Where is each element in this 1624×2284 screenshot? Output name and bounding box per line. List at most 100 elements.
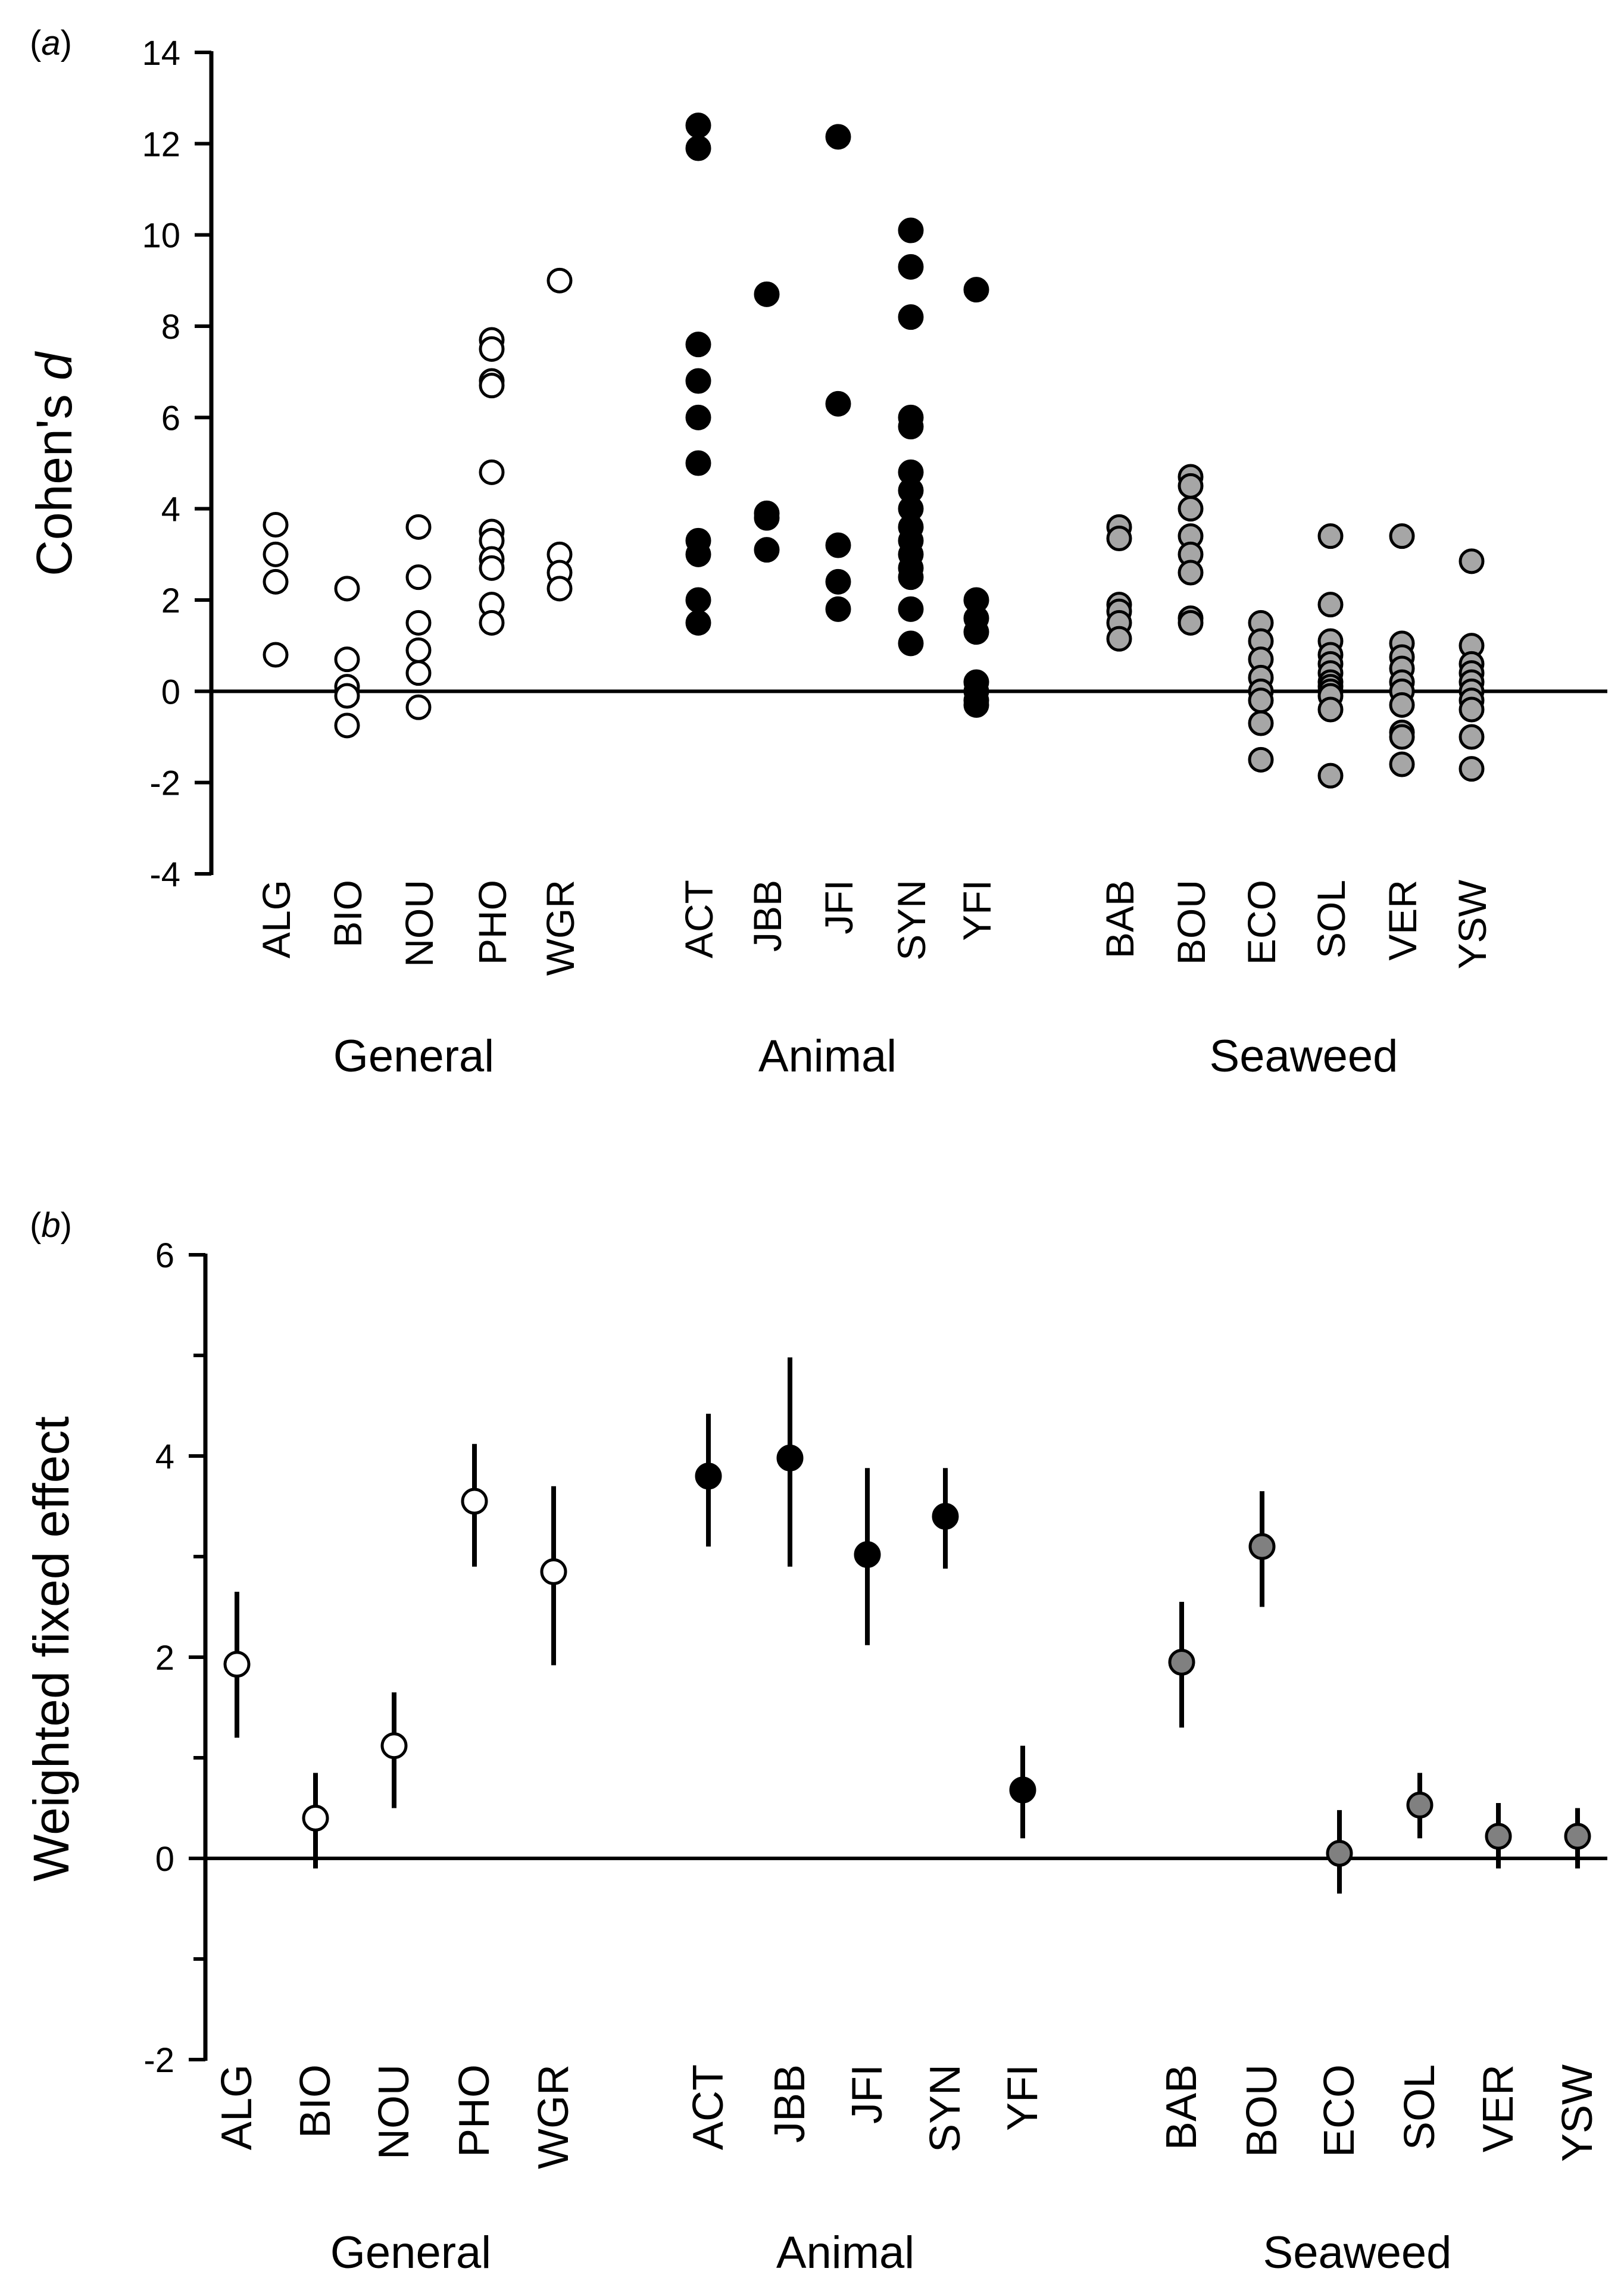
panel-a-point-jfi bbox=[825, 124, 851, 150]
panel-a-point-eco bbox=[1248, 746, 1274, 773]
panel-a-point-bio bbox=[334, 683, 360, 709]
panel-a-point-syn bbox=[898, 217, 924, 243]
panel-b-group-labels: General Animal Seaweed bbox=[330, 2227, 1452, 2278]
panel-a-point-ver bbox=[1389, 724, 1415, 750]
panel-a-point-act bbox=[685, 587, 711, 613]
panel-a-point-act bbox=[685, 368, 711, 394]
panel-b-point-jbb bbox=[776, 1444, 804, 1471]
panel-a-data-points bbox=[263, 113, 1485, 789]
panel-b-point-alg bbox=[223, 1651, 251, 1678]
panel-a-point-eco bbox=[1248, 710, 1274, 736]
panel-a-x-tick-label: JFI bbox=[817, 880, 861, 935]
panel-a-point-jbb bbox=[754, 505, 780, 531]
panel-a-point-bio bbox=[334, 646, 360, 673]
panel-a-point-act bbox=[685, 332, 711, 358]
panel-b-axes: -2 0 2 4 6 bbox=[143, 1236, 1607, 2080]
panel-a-x-tick-label: BAB bbox=[1098, 880, 1142, 958]
panel-a-point-act bbox=[685, 450, 711, 476]
panel-b-x-tick-label: PHO bbox=[451, 2064, 498, 2157]
panel-a-point-pho bbox=[479, 459, 505, 485]
panel-b-x-tick-label: ACT bbox=[685, 2064, 732, 2150]
panel-a-x-tick-label: ECO bbox=[1239, 880, 1283, 965]
panel-a-group-label: Seaweed bbox=[1210, 1031, 1398, 1082]
panel-b-x-tick-label: BAB bbox=[1158, 2064, 1205, 2150]
panel-a-y-tick-label: 0 bbox=[161, 673, 180, 711]
panel-a-point-pho bbox=[479, 373, 505, 399]
panel-a-x-tick-label: WGR bbox=[538, 880, 582, 976]
panel-b-x-tick-label: VER bbox=[1475, 2064, 1522, 2152]
panel-a-point-jbb bbox=[754, 537, 780, 563]
panel-b-point-ver bbox=[1485, 1823, 1512, 1850]
panel-a-y-tick-label: 12 bbox=[142, 125, 180, 164]
panel-a-point-bab bbox=[1106, 526, 1132, 551]
panel-b-group-label: Seaweed bbox=[1263, 2227, 1452, 2278]
panel-a-group-labels: General Animal Seaweed bbox=[333, 1031, 1398, 1082]
panel-a-point-ver bbox=[1389, 523, 1415, 549]
panel-a-point-sol bbox=[1317, 523, 1344, 549]
panel-a-y-tick-label: -2 bbox=[149, 764, 180, 803]
panel-a-y-tick-label: 10 bbox=[142, 217, 180, 255]
panel-a-point-yfi bbox=[963, 277, 989, 303]
panel-a-point-nou bbox=[405, 694, 432, 720]
panel-a-group-label: General bbox=[333, 1031, 494, 1082]
panel-a-point-bou bbox=[1178, 496, 1204, 522]
panel-b-group-label: General bbox=[330, 2227, 491, 2278]
panel-a-point-sol bbox=[1317, 763, 1344, 789]
panel-a-point-wgr bbox=[546, 576, 573, 602]
panel-b-x-tick-label: JBB bbox=[766, 2064, 814, 2143]
panel-a-y-tick-label: 6 bbox=[161, 399, 180, 438]
panel-a-axes: -4 -2 0 2 4 6 8 10 12 14 bbox=[142, 34, 1607, 894]
panel-a-point-syn bbox=[898, 630, 924, 657]
panel-a-point-act bbox=[685, 541, 711, 567]
panel-a-point-pho bbox=[479, 555, 505, 581]
panel-b-point-nou bbox=[380, 1732, 408, 1760]
panel-a-y-axis-title-italic: d bbox=[26, 351, 82, 380]
panel-a-x-tick-label: SYN bbox=[889, 880, 933, 961]
panel-a-point-ver bbox=[1389, 692, 1415, 718]
panel-a-point-nou bbox=[405, 514, 432, 540]
panel-b-x-tick-label: ALG bbox=[213, 2064, 261, 2150]
panel-a-point-pho bbox=[479, 610, 505, 636]
panel-b-x-tick-label: SOL bbox=[1396, 2064, 1444, 2150]
panel-b-x-tick-label: BIO bbox=[292, 2064, 339, 2138]
panel-b-x-tick-label: NOU bbox=[370, 2064, 418, 2160]
panel-a-x-tick-label: JBB bbox=[745, 880, 789, 952]
panel-a-y-axis-title-prefix: Cohen's bbox=[26, 380, 82, 576]
panel-b-weighted-effect-chart: (b) Weighted fixed effect -2 0 2 4 6 ALG BIO N… bbox=[23, 1206, 1607, 2278]
panel-a-x-tick-label: PHO bbox=[470, 880, 514, 965]
panel-a-point-syn bbox=[898, 564, 924, 590]
panel-a-x-tick-label: BIO bbox=[326, 880, 370, 948]
panel-a-label: (a) bbox=[30, 24, 72, 63]
panel-b-point-bou bbox=[1248, 1533, 1276, 1560]
panel-a-point-jfi bbox=[825, 532, 851, 558]
panel-a-point-bou bbox=[1178, 473, 1204, 499]
panel-b-x-tick-label: SYN bbox=[922, 2064, 969, 2152]
panel-b-y-tick-label: 6 bbox=[155, 1236, 174, 1275]
panel-a-point-syn bbox=[898, 414, 924, 440]
panel-b-y-tick-label: 4 bbox=[155, 1438, 174, 1476]
panel-a-point-yfi bbox=[963, 692, 989, 718]
panel-b-y-axis-title: Weighted fixed effect bbox=[23, 1416, 79, 1881]
panel-a-x-tick-label: YSW bbox=[1450, 879, 1494, 969]
panel-a-point-jfi bbox=[825, 568, 851, 595]
panel-a-point-ysw bbox=[1459, 756, 1485, 782]
panel-a-point-nou bbox=[405, 637, 432, 663]
panel-b-x-tick-label: WGR bbox=[530, 2064, 577, 2169]
panel-a-point-act bbox=[685, 113, 711, 139]
panel-a-y-tick-label: 4 bbox=[161, 490, 180, 529]
panel-a-point-bou bbox=[1178, 560, 1204, 586]
panel-a-point-syn bbox=[898, 304, 924, 330]
panel-a-y-tick-label: 2 bbox=[161, 582, 180, 620]
panel-a-point-sol bbox=[1317, 696, 1344, 723]
panel-a-y-tick-label: 14 bbox=[142, 34, 180, 73]
panel-a-point-pho bbox=[479, 336, 505, 362]
panel-a-x-tick-label: ACT bbox=[677, 880, 721, 958]
panel-b-point-sol bbox=[1406, 1791, 1434, 1819]
panel-a-x-tick-label: SOL bbox=[1309, 880, 1353, 958]
panel-a-point-ysw bbox=[1459, 548, 1485, 574]
panel-a-point-act bbox=[685, 135, 711, 161]
panel-a-point-act bbox=[685, 404, 711, 430]
panel-b-x-tick-label: BOU bbox=[1238, 2064, 1286, 2157]
panel-b-point-ysw bbox=[1564, 1823, 1591, 1850]
